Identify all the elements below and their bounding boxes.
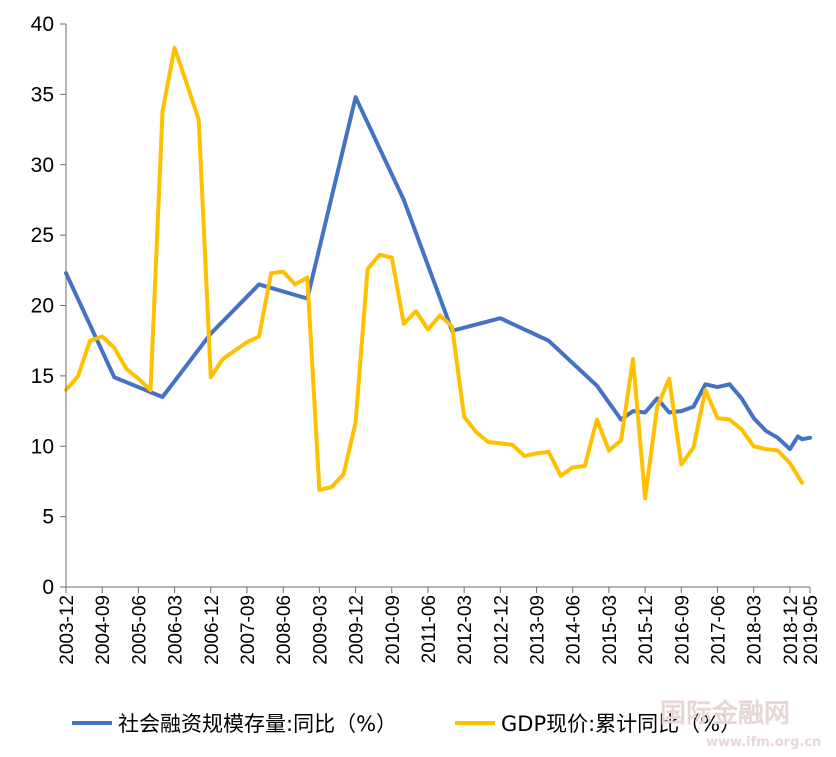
x-tick-label: 2016-09 [672, 595, 693, 665]
x-tick-label: 2006-03 [166, 595, 187, 665]
x-tick-label: 2010-09 [383, 595, 404, 665]
x-tick-label: 2013-09 [528, 595, 549, 665]
x-tick-label: 2003-12 [57, 595, 78, 665]
watermark-logo-text: 国际金融网 [660, 698, 790, 729]
x-tick-label: 2007-09 [238, 595, 259, 665]
y-tick-label: 35 [31, 83, 54, 106]
legend-label-gdp: GDP现价:累计同比（%） [501, 712, 741, 736]
series-line-1 [64, 45, 804, 501]
y-tick-label: 30 [31, 154, 54, 177]
x-tick-label: 2004-09 [93, 595, 114, 665]
x-tick-label: 2009-12 [347, 595, 368, 665]
y-tick-labels: 0 5 10 15 20 25 30 35 40 [31, 13, 66, 599]
series-layer [64, 45, 812, 501]
x-tick-label: 2012-12 [491, 595, 512, 665]
x-tick-label: 2015-12 [636, 595, 657, 665]
x-tick-label: 2017-06 [709, 595, 730, 665]
y-tick-label: 10 [31, 435, 54, 458]
y-tick-label: 20 [31, 295, 54, 318]
x-tick-label: 2005-06 [129, 595, 150, 665]
x-tick-label: 2012-03 [455, 595, 476, 665]
y-tick-label: 0 [42, 576, 54, 599]
y-tick-label: 40 [31, 13, 54, 36]
x-tick-label: 2015-03 [600, 595, 621, 665]
legend-label-social-financing: 社会融资规模存量:同比（%） [118, 712, 397, 736]
y-tick-label: 25 [31, 224, 54, 247]
y-tick-label: 15 [31, 365, 54, 388]
x-tick-label: 2011-06 [419, 595, 440, 663]
x-tick-label: 2019-05 [801, 595, 822, 665]
x-tick-label: 2014-06 [564, 595, 585, 665]
x-tick-label: 2018-03 [745, 595, 766, 665]
y-tick-label: 5 [42, 506, 54, 529]
watermark-url: www.ifm.org.cn [706, 735, 821, 750]
x-tick-labels: 2003-12 2004-09 2005-06 2006-03 2006-12 2007-… [57, 587, 822, 665]
x-tick-label: 2018-12 [781, 595, 802, 665]
x-tick-label: 2006-12 [202, 595, 223, 665]
watermark: 国际金融网 www.ifm.org.cn [660, 698, 821, 750]
x-tick-label: 2008-06 [274, 595, 295, 665]
legend: 社会融资规模存量:同比（%） GDP现价:累计同比（%） [72, 712, 741, 736]
x-tick-label: 2009-03 [310, 595, 331, 665]
series-line-0 [64, 95, 812, 452]
